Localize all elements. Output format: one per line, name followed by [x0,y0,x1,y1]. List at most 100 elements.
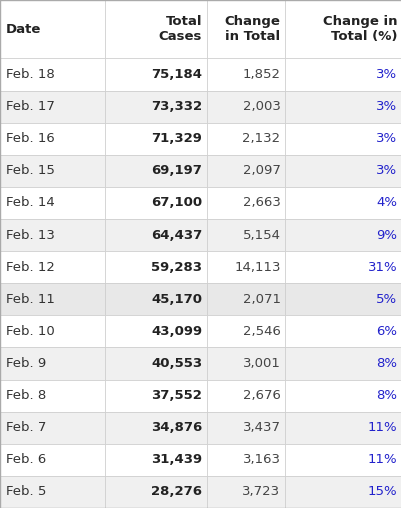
Bar [285,444,401,476]
Bar [285,251,401,283]
Bar [104,0,207,58]
Text: 5%: 5% [375,293,396,306]
Bar [285,315,401,347]
Bar [0,90,104,122]
Text: 59,283: 59,283 [151,261,202,274]
Bar [104,219,207,251]
Text: 11%: 11% [367,453,396,466]
Text: 1,852: 1,852 [242,68,280,81]
Text: Feb. 16: Feb. 16 [6,132,55,145]
Text: 3%: 3% [375,132,396,145]
Bar [285,155,401,187]
Text: 73,332: 73,332 [151,100,202,113]
Bar [285,379,401,411]
Bar [207,251,285,283]
Text: 2,071: 2,071 [242,293,280,306]
Bar [0,0,104,58]
Text: 3%: 3% [375,100,396,113]
Text: 3,723: 3,723 [242,486,280,498]
Text: Feb. 13: Feb. 13 [6,229,55,241]
Bar [104,122,207,155]
Text: Change in
Total (%): Change in Total (%) [322,15,396,44]
Text: 40,553: 40,553 [151,357,202,370]
Text: 2,097: 2,097 [242,164,280,177]
Bar [285,219,401,251]
Text: 8%: 8% [375,389,396,402]
Text: Feb. 8: Feb. 8 [6,389,46,402]
Bar [0,58,104,90]
Bar [207,0,285,58]
Bar [207,122,285,155]
Bar [104,347,207,379]
Text: Feb. 7: Feb. 7 [6,421,46,434]
Text: 31%: 31% [367,261,396,274]
Text: 2,663: 2,663 [242,197,280,209]
Bar [207,347,285,379]
Bar [104,315,207,347]
Text: 2,003: 2,003 [242,100,280,113]
Text: 71,329: 71,329 [151,132,202,145]
Bar [0,347,104,379]
Bar [104,444,207,476]
Text: 4%: 4% [375,197,396,209]
Text: 28,276: 28,276 [151,486,202,498]
Bar [0,283,104,315]
Text: 2,676: 2,676 [242,389,280,402]
Bar [104,58,207,90]
Bar [104,251,207,283]
Bar [104,187,207,219]
Text: Feb. 10: Feb. 10 [6,325,55,338]
Bar [0,122,104,155]
Text: 6%: 6% [375,325,396,338]
Bar [207,283,285,315]
Bar [104,379,207,411]
Text: Feb. 11: Feb. 11 [6,293,55,306]
Bar [0,379,104,411]
Text: Feb. 5: Feb. 5 [6,486,46,498]
Bar [285,283,401,315]
Text: 67,100: 67,100 [151,197,202,209]
Text: Feb. 9: Feb. 9 [6,357,46,370]
Bar [0,315,104,347]
Bar [285,90,401,122]
Bar [285,347,401,379]
Text: 3%: 3% [375,68,396,81]
Text: 3,163: 3,163 [242,453,280,466]
Text: 9%: 9% [375,229,396,241]
Bar [207,219,285,251]
Bar [285,0,401,58]
Text: 69,197: 69,197 [151,164,202,177]
Bar [104,90,207,122]
Bar [0,219,104,251]
Bar [285,187,401,219]
Bar [0,444,104,476]
Text: Feb. 15: Feb. 15 [6,164,55,177]
Text: 34,876: 34,876 [151,421,202,434]
Text: 3,001: 3,001 [242,357,280,370]
Text: 31,439: 31,439 [151,453,202,466]
Bar [285,476,401,508]
Bar [104,283,207,315]
Bar [207,90,285,122]
Bar [207,444,285,476]
Text: Change
in Total: Change in Total [224,15,280,44]
Text: 2,132: 2,132 [242,132,280,145]
Bar [104,476,207,508]
Text: 75,184: 75,184 [151,68,202,81]
Bar [0,251,104,283]
Text: Total
Cases: Total Cases [158,15,202,44]
Text: 45,170: 45,170 [151,293,202,306]
Bar [285,122,401,155]
Bar [285,411,401,444]
Text: 14,113: 14,113 [233,261,280,274]
Bar [104,155,207,187]
Text: 2,546: 2,546 [242,325,280,338]
Text: 15%: 15% [367,486,396,498]
Text: 43,099: 43,099 [151,325,202,338]
Text: 8%: 8% [375,357,396,370]
Bar [207,187,285,219]
Text: Feb. 12: Feb. 12 [6,261,55,274]
Text: 11%: 11% [367,421,396,434]
Text: 5,154: 5,154 [242,229,280,241]
Bar [207,315,285,347]
